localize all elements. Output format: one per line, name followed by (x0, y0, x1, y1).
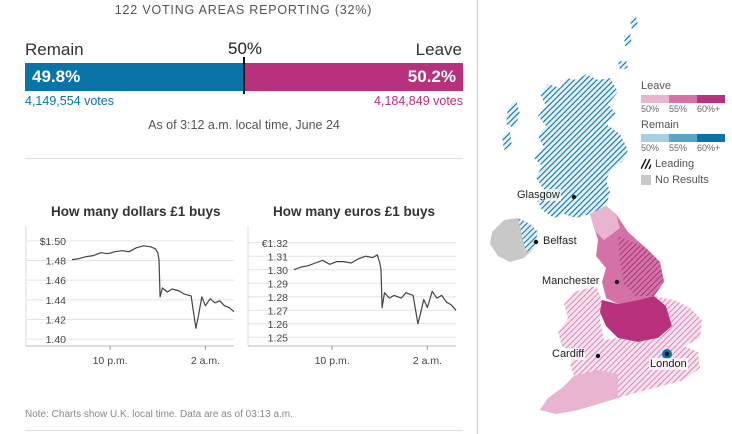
legend-leave-swatch-2 (669, 95, 697, 103)
belfast-dot (533, 239, 539, 245)
midpoint-label: 50% (227, 39, 263, 58)
divider (25, 158, 463, 159)
uk-results-map[interactable] (478, 0, 732, 434)
remain-label: Remain (25, 40, 84, 59)
y-tick-label: 1.30 (268, 265, 289, 277)
leave-label: Leave (415, 40, 462, 59)
city-label-manchester: Manchester (541, 275, 601, 287)
legend-leave-t3: 60%+ (697, 104, 721, 114)
midpoint-marker (243, 57, 245, 94)
remain-percent: 49.8% (32, 67, 81, 86)
city-label-cardiff: Cardiff (551, 348, 586, 360)
y-tick-label: 1.46 (46, 275, 67, 287)
city-label-london: London (649, 358, 688, 370)
leading-hatch-icon (641, 159, 651, 169)
leave-percent: 50.2% (407, 67, 456, 86)
y-tick-label: $1.50 (40, 236, 66, 248)
legend-remain-t2: 55% (669, 143, 688, 153)
y-tick-label: 1.27 (268, 305, 289, 317)
city-label-glasgow: Glasgow (516, 189, 561, 201)
timestamp: As of 3:12 a.m. local time, June 24 (148, 118, 340, 132)
bottom-rule (25, 430, 463, 431)
wales-region[interactable] (558, 286, 604, 354)
y-tick-label: 1.48 (46, 256, 67, 268)
y-tick-label: 1.44 (46, 295, 67, 307)
dollar-chart: $1.50 1.48 1.46 1.44 1.42 1.40 10 p.m. 2 a.m. (25, 226, 235, 367)
y-tick-label: 1.25 (268, 332, 289, 344)
glasgow-dot (571, 194, 577, 200)
footnote: Note: Charts show U.K. local time. Data … (25, 409, 293, 420)
manchester-dot (614, 279, 620, 285)
north-england-dark (618, 236, 664, 296)
x-tick-label: 2 a.m. (191, 355, 220, 367)
legend-remain-swatch-1 (641, 134, 669, 142)
legend-remain-swatch-3 (697, 134, 725, 142)
y-tick-label: 1.26 (268, 319, 289, 331)
chart-title-dollars: How many dollars £1 buys (51, 204, 221, 219)
cardiff-dot (595, 353, 601, 359)
north-england-light (590, 206, 620, 240)
east-england-region[interactable] (654, 296, 702, 346)
legend-remain-t1: 50% (641, 143, 660, 153)
reporting-status: 122 VOTING AREAS REPORTING (32%) (114, 3, 373, 17)
northern-ireland-reporting (518, 218, 538, 252)
series-line (71, 245, 235, 329)
legend-leave-swatch-1 (641, 95, 669, 103)
euro-chart: €1.321.31 1.301.29 1.281.27 1.261.25 10 p.m.… (247, 226, 457, 367)
x-tick-label: 10 p.m. (315, 355, 350, 367)
remain-bar-segment: 49.8% (25, 63, 243, 91)
result-bar: 49.8% 50.2% (25, 57, 463, 94)
scotland-west-isles (506, 100, 520, 128)
legend-leave-t1: 50% (641, 104, 660, 114)
london-dot (664, 351, 670, 357)
legend-no-results-label: No Results (655, 174, 709, 186)
series-line (293, 254, 457, 325)
legend-leave-title: Leave (641, 80, 671, 92)
legend-leave-t2: 55% (669, 104, 688, 114)
legend-remain-swatch-2 (669, 134, 697, 142)
y-tick-label: 1.42 (46, 314, 67, 326)
leave-votes: 4,184,849 votes (374, 94, 463, 108)
legend-remain-t3: 60%+ (697, 143, 721, 153)
scotland-west-isles-2 (502, 132, 512, 150)
city-markers (533, 194, 670, 359)
x-tick-label: 2 a.m. (413, 355, 442, 367)
y-tick-label: €1.32 (262, 238, 288, 250)
city-label-belfast: Belfast (542, 235, 578, 247)
legend-remain-title: Remain (641, 119, 679, 131)
midlands-region[interactable] (600, 296, 672, 342)
legend-leading-label: Leading (655, 158, 695, 170)
legend-leave-swatch-3 (697, 95, 725, 103)
y-tick-label: 1.29 (268, 278, 289, 290)
x-tick-label: 10 p.m. (93, 355, 128, 367)
y-tick-label: 1.28 (268, 292, 289, 304)
no-results-swatch (641, 175, 651, 185)
leave-bar-segment: 50.2% (243, 63, 463, 91)
chart-title-euros: How many euros £1 buys (273, 204, 436, 219)
scotland-islands (618, 16, 638, 70)
y-tick-label: 1.31 (268, 251, 289, 263)
remain-votes: 4,149,554 votes (25, 94, 114, 108)
y-tick-label: 1.40 (46, 334, 67, 346)
column-divider (477, 0, 478, 434)
scotland-region[interactable] (534, 74, 628, 218)
south-west-light (540, 370, 618, 414)
